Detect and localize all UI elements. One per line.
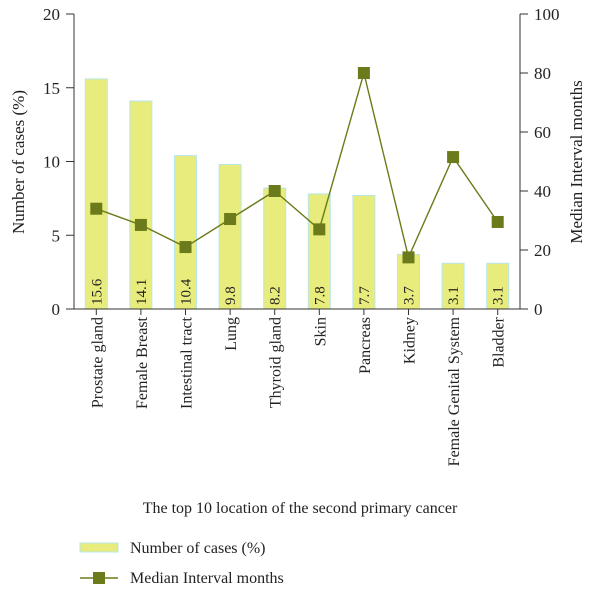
y-tick-label: 10 bbox=[43, 153, 60, 172]
bar-data-label-8: 3.7 bbox=[402, 286, 418, 305]
y-tick-label: 5 bbox=[52, 226, 61, 245]
bar-data-label-9: 3.1 bbox=[446, 286, 462, 305]
y2-tick-label: 60 bbox=[534, 123, 551, 142]
line-point-3 bbox=[179, 241, 192, 254]
bar-1 bbox=[84, 78, 108, 310]
x-tick-label: Female Genital System bbox=[446, 316, 463, 466]
y2-tick-label: 0 bbox=[534, 300, 543, 319]
line-point-8 bbox=[402, 251, 415, 264]
legend-entry-cases: Number of cases (%) bbox=[130, 540, 266, 557]
axes bbox=[66, 13, 528, 315]
line-point-9 bbox=[447, 151, 460, 164]
x-tick-label: Lung bbox=[223, 317, 240, 351]
line-point-1 bbox=[90, 202, 103, 215]
x-tick-label: Thyroid gland bbox=[268, 317, 285, 408]
x-tick-label: Intestinal tract bbox=[179, 316, 196, 409]
line-point-6 bbox=[313, 223, 326, 236]
y2-tick-label: 80 bbox=[534, 64, 551, 83]
bar-data-label-1: 15.6 bbox=[89, 278, 105, 305]
y-tick-label: 20 bbox=[43, 5, 60, 24]
y-tick-label: 0 bbox=[52, 300, 61, 319]
legend: Number of cases (%) Median Interval month… bbox=[79, 540, 284, 587]
line-point-2 bbox=[134, 218, 147, 231]
bar-2 bbox=[129, 100, 153, 310]
bar-data-label-5: 8.2 bbox=[268, 286, 284, 305]
bar-data-label-6: 7.8 bbox=[312, 286, 328, 305]
category-labels: Prostate gland Female Breast Intestinal tr… bbox=[89, 316, 507, 466]
line-point-7 bbox=[357, 67, 370, 79]
bar-data-label-3: 10.4 bbox=[179, 278, 195, 305]
bar-data-label-7: 7.7 bbox=[357, 286, 373, 305]
y2-tick-label: 100 bbox=[534, 5, 560, 24]
x-tick-label: Kidney bbox=[402, 317, 419, 364]
y-tick-label: 15 bbox=[43, 79, 60, 98]
x-tick-label: Skin bbox=[312, 317, 329, 346]
bar-series: 15.6 14.1 10.4 9.8 8.2 7.8 7.7 3.7 3.1 3.1 bbox=[84, 78, 510, 310]
legend-bar-swatch bbox=[79, 542, 119, 553]
x-tick-label: Pancreas bbox=[357, 317, 374, 374]
bar-data-label-10: 3.1 bbox=[491, 286, 507, 305]
median-interval-line bbox=[96, 70, 499, 260]
x-tick-label: Bladder bbox=[491, 316, 508, 367]
bar-data-label-2: 14.1 bbox=[134, 279, 150, 305]
line-point-4 bbox=[224, 213, 237, 226]
bar-data-label-4: 9.8 bbox=[223, 286, 239, 305]
tick-labels: 0 5 10 15 20 0 20 40 60 80 100 bbox=[43, 5, 560, 319]
y2-tick-label: 40 bbox=[534, 182, 551, 201]
legend-entry-median: Median Interval months bbox=[130, 570, 284, 587]
y-axis-label: Number of cases (%) bbox=[9, 90, 28, 234]
x-tick-label: Prostate gland bbox=[89, 317, 106, 408]
line-series bbox=[90, 67, 504, 264]
y2-tick-label: 20 bbox=[534, 241, 551, 260]
y2-axis-label: Median Interval months bbox=[567, 80, 586, 243]
legend-marker bbox=[93, 572, 105, 584]
line-point-5 bbox=[268, 185, 281, 197]
line-point-10 bbox=[491, 215, 504, 228]
x-tick-label: Female Breast bbox=[134, 316, 151, 409]
x-axis-label: The top 10 location of the second primar… bbox=[143, 500, 458, 517]
